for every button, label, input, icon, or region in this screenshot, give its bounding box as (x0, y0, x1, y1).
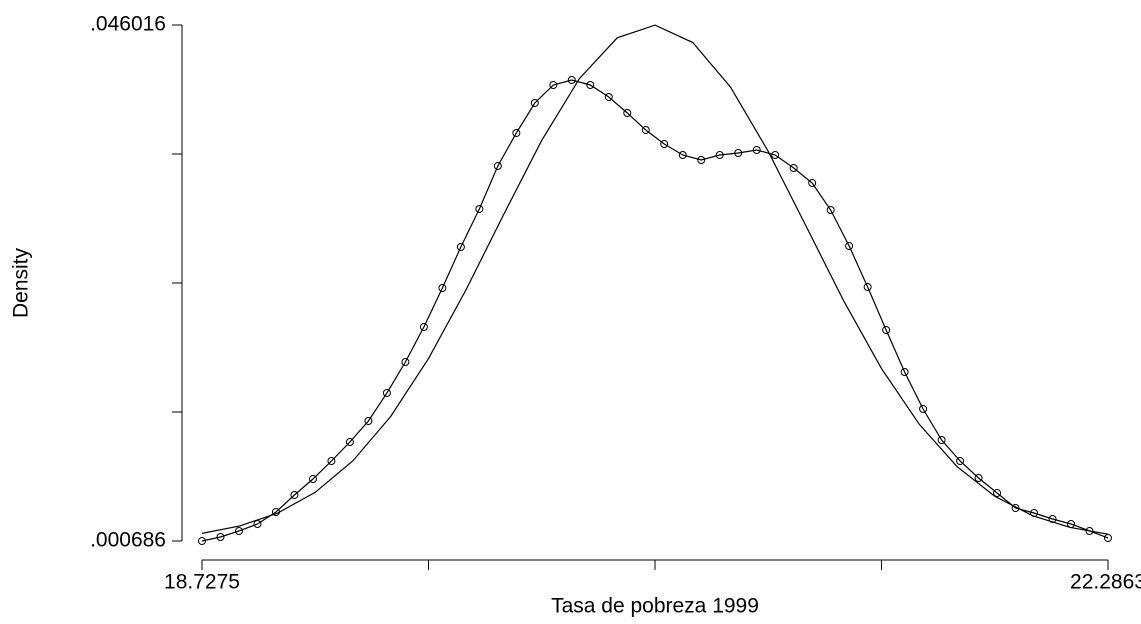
marker (697, 155, 706, 164)
y-axis-title: Density (10, 247, 33, 318)
x-tick-label: 18.7275 (164, 571, 240, 594)
marker (401, 357, 410, 366)
marker (567, 75, 576, 84)
marker (678, 150, 687, 159)
marker (789, 163, 798, 172)
marker (974, 473, 983, 482)
y-tick-label: .046016 (90, 13, 166, 36)
marker (752, 145, 761, 154)
marker (956, 456, 965, 465)
density-line (201, 79, 1109, 542)
marker (715, 150, 724, 159)
marker (419, 322, 428, 331)
marker (438, 283, 447, 292)
x-axis-title: Tasa de pobreza 1999 (551, 595, 759, 618)
marker (382, 388, 391, 397)
marker (216, 533, 225, 542)
marker (1011, 504, 1020, 513)
marker (660, 139, 669, 148)
marker (604, 92, 613, 101)
x-tick-label: 22.2863 (1070, 571, 1141, 594)
marker (826, 205, 835, 214)
marker (900, 367, 909, 376)
marker (475, 204, 484, 213)
density-line (201, 24, 1109, 535)
marker (771, 150, 780, 159)
marker (345, 438, 354, 447)
marker (198, 537, 206, 545)
marker (734, 149, 743, 158)
marker (882, 326, 891, 335)
marker (364, 416, 373, 425)
marker (290, 491, 299, 500)
marker (512, 128, 521, 137)
marker (549, 80, 558, 89)
marker (530, 98, 539, 107)
marker (808, 178, 817, 187)
marker (234, 526, 243, 535)
marker (845, 241, 854, 250)
marker (308, 474, 317, 483)
marker (993, 488, 1002, 497)
marker (327, 456, 336, 465)
y-tick-label: .000686 (90, 529, 166, 552)
marker (493, 161, 502, 170)
marker (919, 405, 928, 414)
marker (586, 80, 595, 89)
marker (863, 282, 872, 291)
marker (456, 242, 465, 251)
marker (937, 435, 946, 444)
marker (641, 125, 650, 134)
marker (623, 108, 632, 117)
marker (1104, 533, 1112, 542)
